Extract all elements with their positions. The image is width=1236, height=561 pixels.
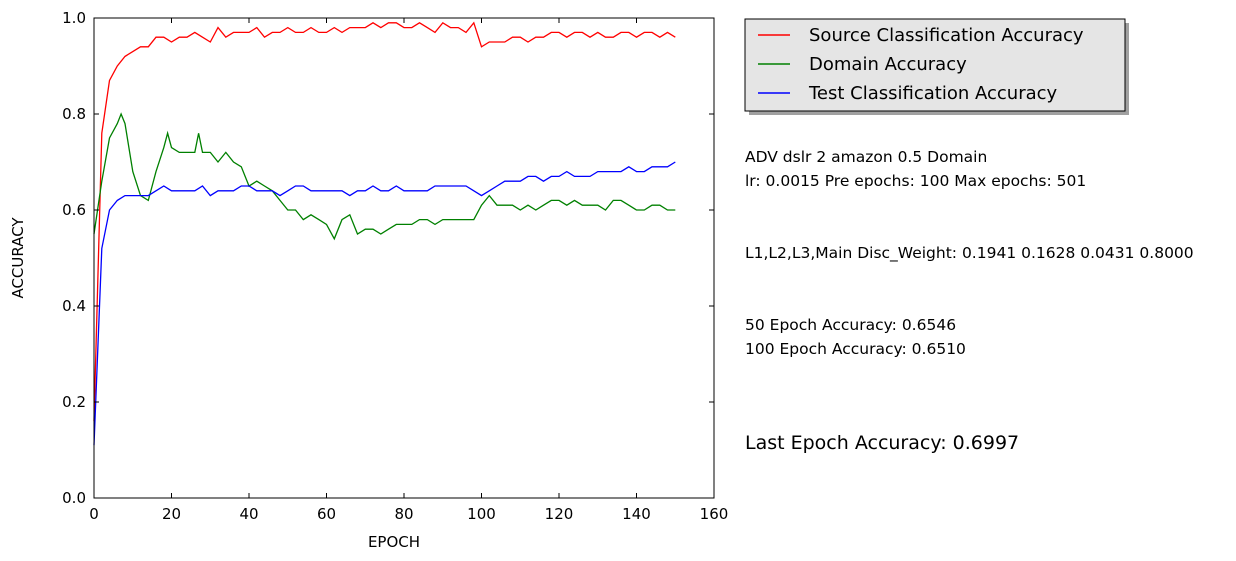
plot-series-group (93, 21, 676, 446)
legend: Source Classification Accuracy Domain Ac… (744, 18, 1129, 115)
legend-label-source: Source Classification Accuracy (809, 25, 1084, 46)
info-config-line: ADV dslr 2 amazon 0.5 Domain (745, 148, 988, 166)
series-line-1 (93, 112, 676, 241)
axis-ticks: 0 20 40 60 80 100 120 140 160 0.0 0.2 0.4 0.6 0.8 1.0 (62, 9, 728, 523)
x-tick-label: 160 (700, 505, 729, 523)
x-tick-label: 40 (239, 505, 258, 523)
legend-label-domain: Domain Accuracy (809, 54, 967, 75)
x-tick-label: 60 (317, 505, 336, 523)
y-tick-label: 0.2 (62, 393, 86, 411)
legend-box (744, 18, 1126, 112)
x-tick-label: 80 (394, 505, 413, 523)
info-last-accuracy: Last Epoch Accuracy: 0.6997 (745, 432, 1020, 454)
y-tick-label: 0.4 (62, 297, 86, 315)
legend-label-test: Test Classification Accuracy (808, 83, 1058, 104)
x-tick-label: 100 (467, 505, 496, 523)
info-acc-50: 50 Epoch Accuracy: 0.6546 (745, 316, 957, 334)
y-tick-label: 0.0 (62, 489, 86, 507)
x-tick-label: 120 (545, 505, 574, 523)
series-line-2 (93, 161, 676, 446)
y-axis-label: ACCURACY (9, 217, 27, 299)
y-tick-label: 1.0 (62, 9, 86, 27)
info-acc-100: 100 Epoch Accuracy: 0.6510 (745, 340, 966, 358)
plot-frame (93, 17, 715, 499)
x-tick-label: 0 (89, 505, 99, 523)
info-weights-line: L1,L2,L3,Main Disc_Weight: 0.1941 0.1628… (745, 244, 1194, 262)
y-tick-label: 0.6 (62, 201, 86, 219)
y-tick-label: 0.8 (62, 105, 86, 123)
x-tick-label: 20 (162, 505, 181, 523)
x-tick-label: 140 (622, 505, 651, 523)
info-params-line: lr: 0.0015 Pre epochs: 100 Max epochs: 5… (745, 172, 1087, 190)
series-line-0 (93, 21, 676, 422)
x-axis-label: EPOCH (368, 533, 420, 551)
